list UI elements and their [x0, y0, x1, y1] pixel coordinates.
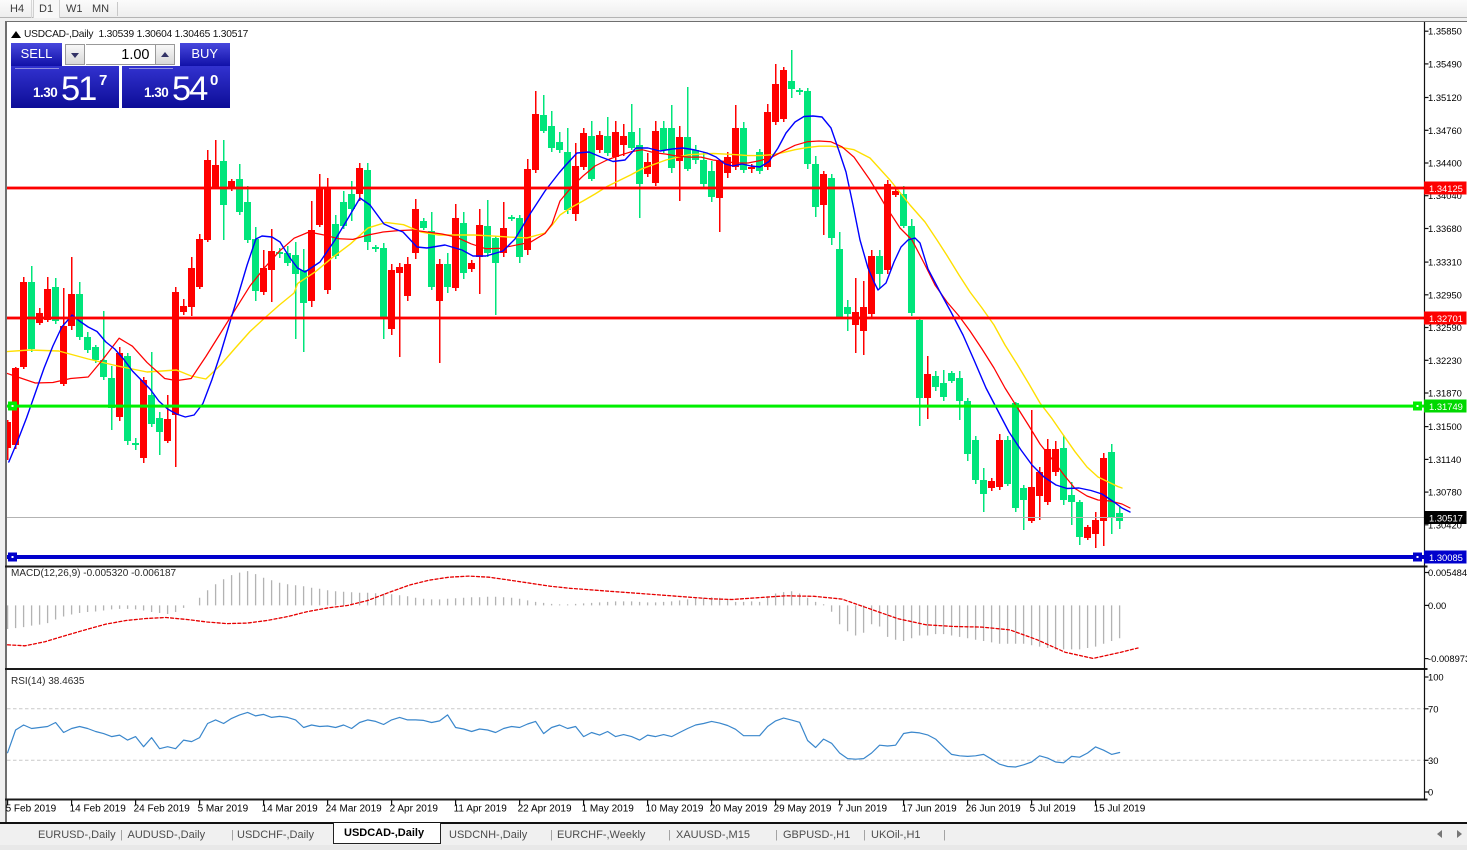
svg-text:1.30085: 1.30085	[1429, 552, 1463, 563]
svg-text:5 Mar 2019: 5 Mar 2019	[198, 804, 249, 815]
svg-text:1.32701: 1.32701	[1429, 313, 1463, 324]
svg-text:15 Jul 2019: 15 Jul 2019	[1094, 804, 1146, 815]
svg-text:10 May 2019: 10 May 2019	[646, 804, 704, 815]
svg-text:0.00: 0.00	[1428, 600, 1446, 611]
svg-text:1.30517: 1.30517	[1429, 512, 1463, 523]
svg-text:1.31870: 1.31870	[1428, 388, 1462, 399]
svg-text:1.33310: 1.33310	[1428, 257, 1462, 268]
svg-text:1.34760: 1.34760	[1428, 125, 1462, 136]
svg-text:1.34400: 1.34400	[1428, 158, 1462, 169]
svg-text:7 Jun 2019: 7 Jun 2019	[838, 804, 888, 815]
svg-text:29 May 2019: 29 May 2019	[774, 804, 832, 815]
svg-text:1.35120: 1.35120	[1428, 92, 1462, 103]
svg-text:11 Apr 2019: 11 Apr 2019	[454, 804, 508, 815]
svg-text:1.32590: 1.32590	[1428, 322, 1462, 333]
svg-text:1.34040: 1.34040	[1428, 190, 1462, 201]
svg-text:1.31140: 1.31140	[1428, 454, 1461, 465]
svg-text:1.32950: 1.32950	[1428, 289, 1462, 300]
svg-text:0.005484: 0.005484	[1428, 567, 1467, 578]
svg-text:1.35850: 1.35850	[1428, 26, 1462, 37]
svg-text:1.30420: 1.30420	[1428, 519, 1462, 530]
svg-text:1.30780: 1.30780	[1428, 487, 1462, 498]
svg-text:1.31500: 1.31500	[1428, 421, 1462, 432]
svg-text:1.34125: 1.34125	[1429, 183, 1463, 194]
svg-text:MACD(12,26,9) -0.005320 -0.006: MACD(12,26,9) -0.005320 -0.006187	[11, 568, 177, 579]
svg-text:0: 0	[1428, 787, 1433, 798]
svg-text:70: 70	[1428, 703, 1438, 714]
svg-text:14 Feb 2019: 14 Feb 2019	[70, 804, 127, 815]
svg-text:1.33680: 1.33680	[1428, 223, 1462, 234]
svg-text:RSI(14) 38.4635: RSI(14) 38.4635	[11, 676, 85, 687]
svg-text:5 Feb 2019: 5 Feb 2019	[6, 804, 57, 815]
svg-text:22 Apr 2019: 22 Apr 2019	[518, 804, 572, 815]
svg-text:30: 30	[1428, 755, 1438, 766]
svg-text:1.32230: 1.32230	[1428, 355, 1462, 366]
svg-text:1 May 2019: 1 May 2019	[582, 804, 635, 815]
svg-text:24 Feb 2019: 24 Feb 2019	[134, 804, 191, 815]
svg-text:24 Mar 2019: 24 Mar 2019	[326, 804, 383, 815]
svg-text:100: 100	[1428, 672, 1444, 683]
svg-text:17 Jun 2019: 17 Jun 2019	[902, 804, 957, 815]
svg-text:14 Mar 2019: 14 Mar 2019	[262, 804, 319, 815]
svg-text:5 Jul 2019: 5 Jul 2019	[1030, 804, 1077, 815]
svg-text:26 Jun 2019: 26 Jun 2019	[966, 804, 1021, 815]
svg-text:1.31749: 1.31749	[1429, 401, 1463, 412]
svg-text:-0.008973: -0.008973	[1428, 653, 1467, 664]
svg-text:2 Apr 2019: 2 Apr 2019	[390, 804, 439, 815]
svg-text:1.35490: 1.35490	[1428, 58, 1462, 69]
svg-text:20 May 2019: 20 May 2019	[710, 804, 768, 815]
